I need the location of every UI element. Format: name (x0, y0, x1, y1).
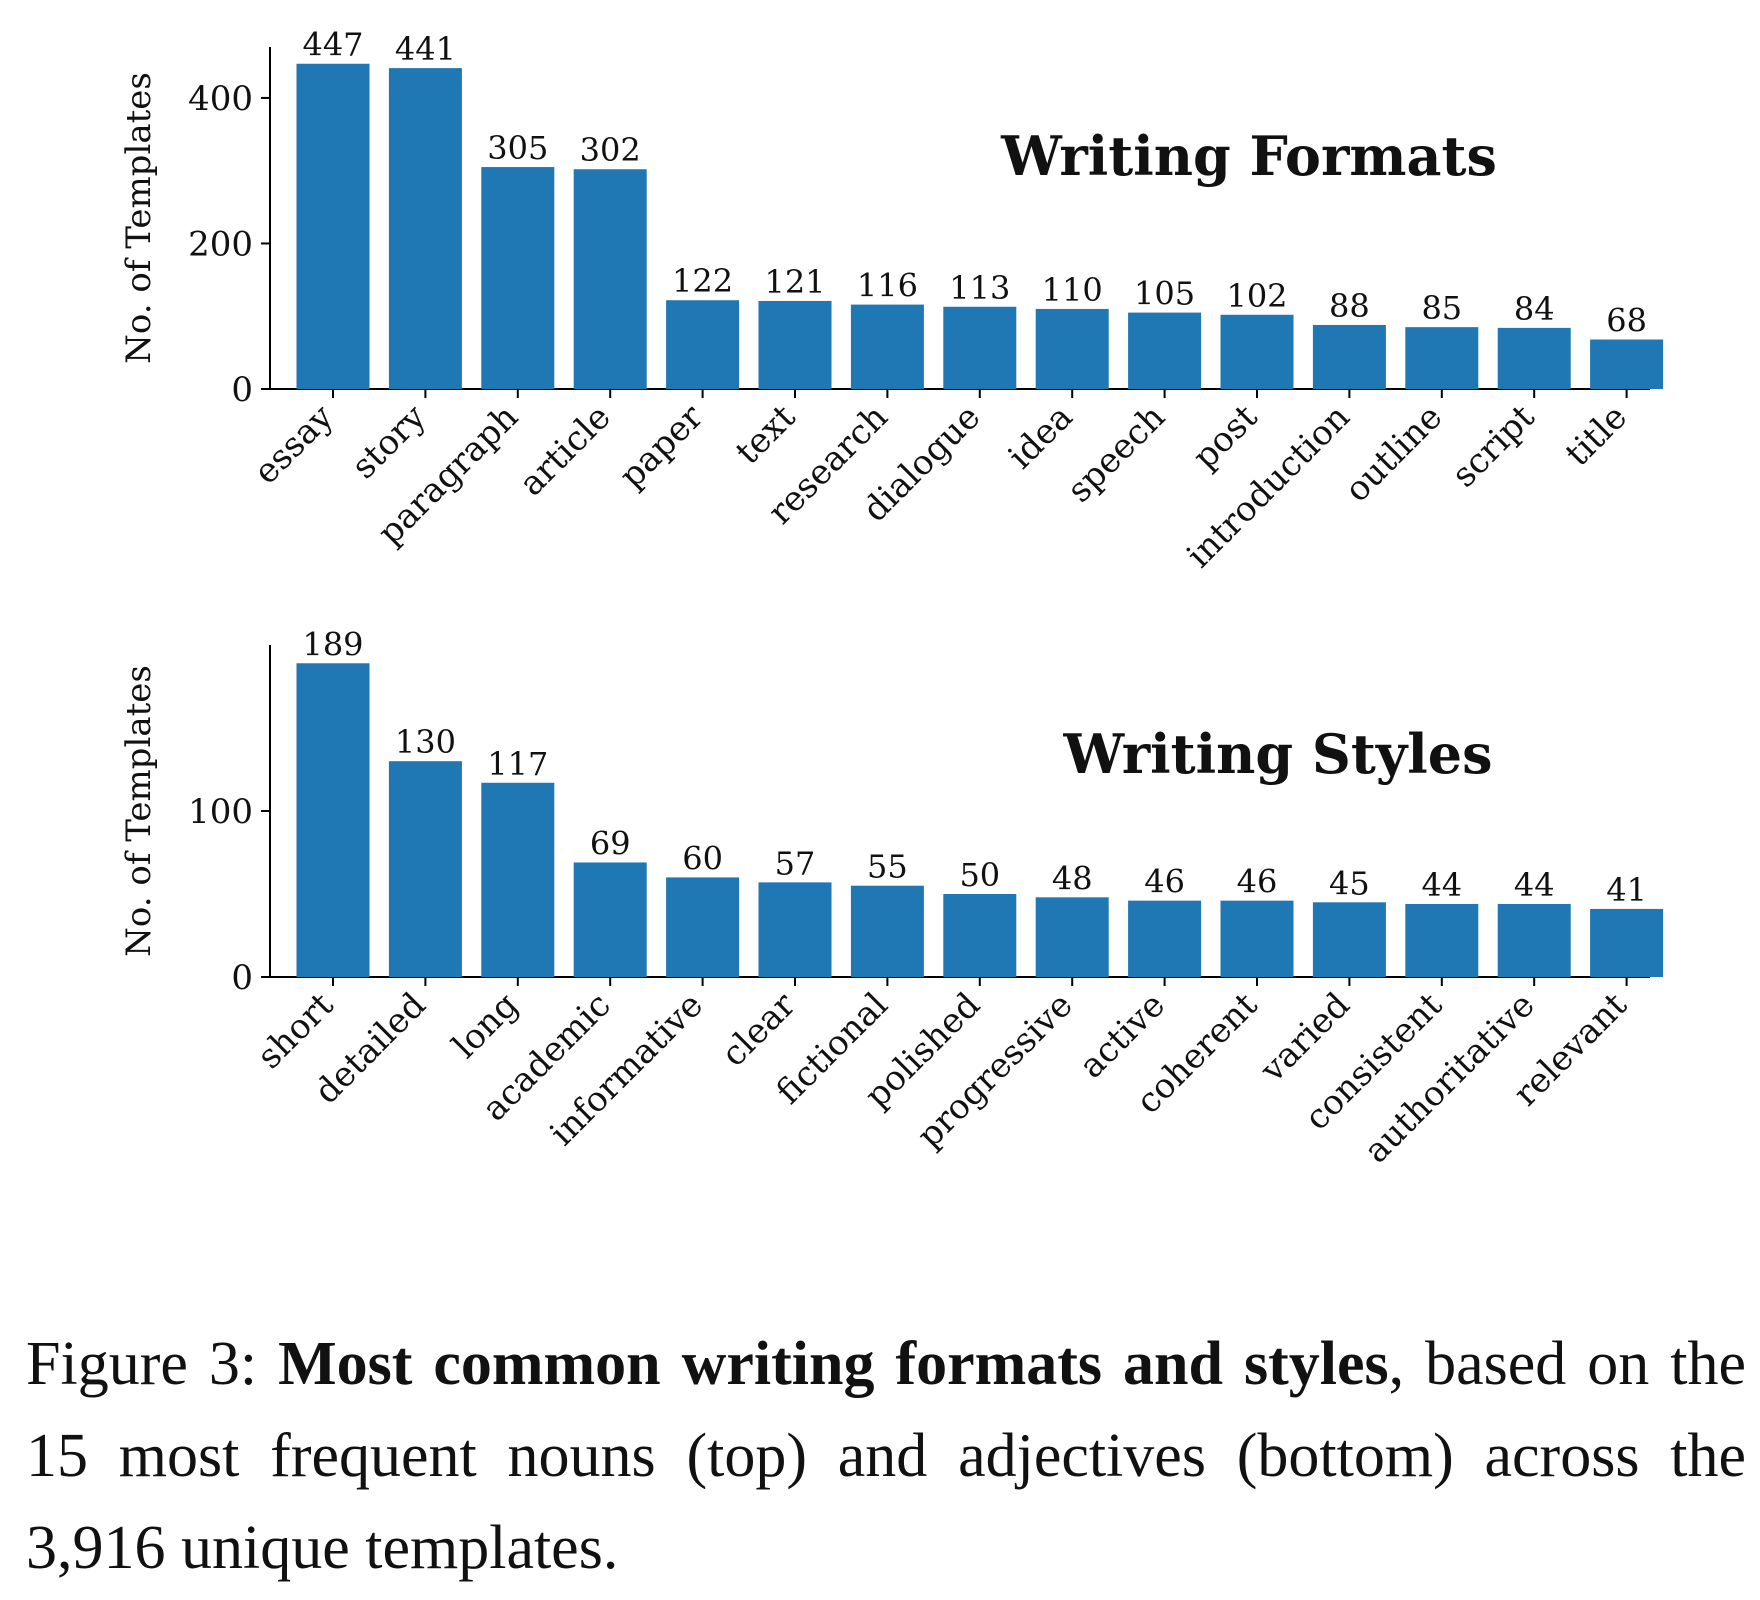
formats-value-label: 302 (580, 131, 641, 169)
formats-category-label: article (512, 397, 619, 504)
formats-bar (1128, 312, 1202, 389)
styles-value-label: 48 (1052, 859, 1093, 897)
formats-bar (1590, 339, 1664, 389)
styles-bar (1405, 903, 1479, 977)
styles-bar (1312, 902, 1386, 977)
formats-category-label: script (1444, 397, 1543, 496)
formats-y-tick-label: 400 (188, 79, 253, 119)
formats-y-axis-label: No. of Templates (119, 72, 159, 364)
styles-value-label: 46 (1144, 863, 1185, 901)
formats-value-label: 102 (1226, 277, 1287, 315)
styles-bar (758, 882, 832, 977)
formats-category-label: paper (612, 397, 712, 497)
formats-bar (1405, 327, 1479, 389)
styles-value-label: 50 (959, 856, 1000, 894)
formats-value-label: 447 (302, 26, 363, 64)
styles-bar (666, 877, 740, 977)
formats-bar (1035, 308, 1109, 389)
styles-bar (1128, 900, 1202, 977)
formats-value-label: 85 (1421, 289, 1462, 327)
formats-bar (850, 304, 924, 389)
formats-bar (296, 63, 370, 389)
styles-category-label: long (445, 985, 526, 1066)
caption-rest: , based on the 15 most frequent nouns (t… (26, 1330, 1746, 1582)
formats-bar (943, 306, 1017, 389)
formats-bar (1497, 327, 1571, 389)
formats-category-label: outline (1337, 397, 1450, 510)
styles-value-label: 69 (590, 824, 631, 862)
styles-bar (296, 663, 370, 977)
formats-y-tick-label: 200 (188, 224, 253, 264)
formats-value-label: 305 (487, 129, 548, 167)
styles-bar (1220, 900, 1294, 977)
styles-value-label: 41 (1606, 871, 1647, 909)
formats-value-label: 84 (1514, 290, 1555, 328)
formats-value-label: 68 (1606, 302, 1647, 340)
styles-bar (943, 894, 1017, 977)
formats-bar (1312, 324, 1386, 389)
styles-value-label: 60 (682, 839, 723, 877)
formats-category-label: post (1185, 397, 1265, 477)
formats-y-tick-label: 0 (231, 370, 253, 410)
styles-value-label: 57 (775, 844, 816, 882)
formats-bar (573, 169, 647, 389)
formats-value-label: 121 (764, 263, 825, 301)
caption-bold: Most common writing formats and styles (278, 1330, 1389, 1398)
styles-value-label: 189 (302, 625, 363, 663)
formats-value-label: 110 (1042, 271, 1103, 309)
formats-bar (758, 300, 832, 389)
styles-bar (850, 885, 924, 977)
formats-value-label: 113 (949, 269, 1010, 307)
styles-value-label: 46 (1237, 863, 1278, 901)
styles-bar (1497, 903, 1571, 977)
styles-y-tick-label: 100 (188, 792, 253, 832)
styles-y-axis-label: No. of Templates (119, 665, 159, 957)
formats-bar (1220, 314, 1294, 389)
styles-chart-title: Writing Styles (1062, 722, 1492, 786)
styles-value-label: 45 (1329, 864, 1370, 902)
styles-y-tick-label: 0 (231, 958, 253, 998)
formats-category-label: speech (1060, 397, 1173, 510)
styles-bar (481, 782, 555, 977)
figure-caption: Figure 3: Most common writing formats an… (26, 1318, 1746, 1594)
styles-value-label: 130 (395, 723, 456, 761)
formats-category-label: idea (1001, 397, 1081, 477)
styles-value-label: 117 (487, 745, 548, 783)
caption-prefix: Figure 3: (26, 1330, 279, 1398)
formats-bar (666, 300, 740, 389)
formats-category-label: introduction (1179, 397, 1358, 576)
styles-bar (1590, 908, 1664, 977)
styles-value-label: 44 (1514, 866, 1555, 904)
styles-value-label: 44 (1421, 866, 1462, 904)
formats-value-label: 116 (857, 267, 918, 305)
styles-bar (388, 761, 462, 977)
formats-value-label: 122 (672, 262, 733, 300)
formats-bar (388, 68, 462, 390)
formats-value-label: 88 (1329, 287, 1370, 325)
formats-chart-title: Writing Formats (1000, 124, 1497, 188)
styles-value-label: 55 (867, 848, 908, 886)
formats-bar (481, 167, 555, 389)
formats-category-label: text (728, 397, 804, 473)
formats-value-label: 105 (1134, 275, 1195, 313)
formats-category-label: title (1558, 397, 1635, 474)
styles-bar (1035, 897, 1109, 977)
formats-value-label: 441 (395, 30, 456, 68)
styles-bar (573, 862, 647, 977)
formats-category-label: essay (246, 397, 342, 493)
